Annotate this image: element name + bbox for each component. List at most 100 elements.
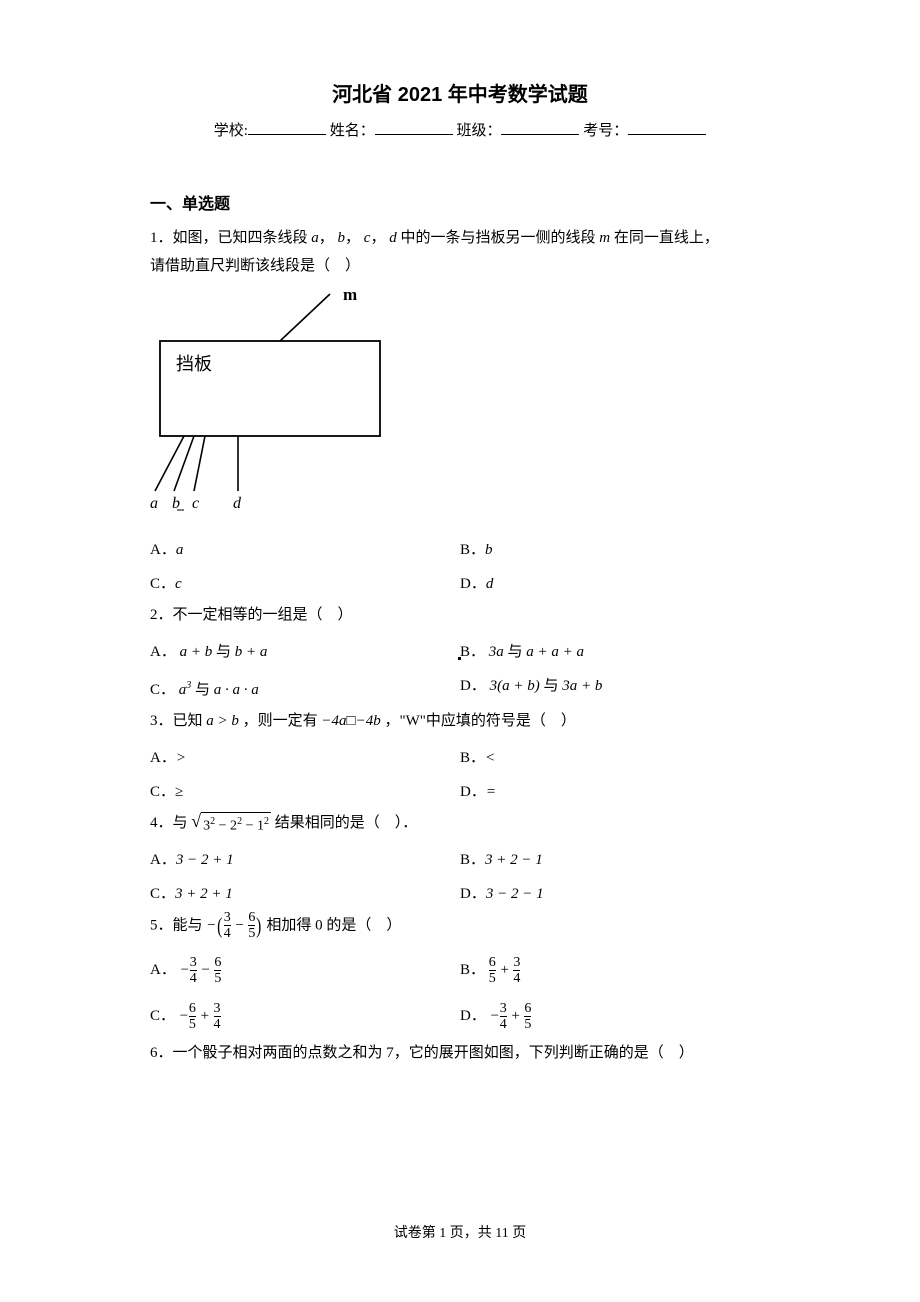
q5b-op: + xyxy=(500,962,510,978)
q1-opt-b: B．b xyxy=(460,533,770,567)
q2c-mid: 与 xyxy=(195,682,210,698)
q5-minus: − xyxy=(234,917,244,933)
id-blank xyxy=(628,121,706,135)
sep: ， xyxy=(345,230,360,246)
decorative-mark xyxy=(458,657,461,660)
q2d-lhs: 3(a + b) xyxy=(490,678,540,694)
q5-opt-d: D． −34 + 65 xyxy=(460,993,770,1039)
fig-label-c: c xyxy=(192,495,199,512)
q3a: > xyxy=(176,750,186,766)
q1-seg-d: d xyxy=(389,230,397,246)
fig-label-m: m xyxy=(343,286,357,304)
q4-radicand: 32 − 22 − 12 xyxy=(201,812,271,836)
id-label: 考号： xyxy=(583,123,628,139)
q5-stem: 5．能与 −(34 − 65) 相加得 0 的是（ ） xyxy=(150,911,770,941)
q1-opt-d-val: d xyxy=(486,576,494,592)
q1-opt-c-val: c xyxy=(175,576,182,592)
q5a-op: − xyxy=(200,962,210,978)
sep: ， xyxy=(319,230,334,246)
q1-seg-m: m xyxy=(599,230,610,246)
q2-opt-d: D． 3(a + b) 与 3a + b xyxy=(460,669,770,707)
q5-f2: 65 xyxy=(248,911,255,941)
q3-cond: a > b xyxy=(206,713,239,729)
q2-opt-c: C． a3 与 a · a · a xyxy=(150,669,460,707)
q3-options: A．> B．< C．≥ D．= xyxy=(150,741,770,809)
q5c-pre: − xyxy=(179,1008,189,1024)
q3d: = xyxy=(486,784,496,800)
q2a-lhs: a + b xyxy=(180,644,213,660)
q1-opt-a-val: a xyxy=(176,542,184,558)
q4-stem: 4．与 √ 32 − 22 − 12 结果相同的是（ ）． xyxy=(150,809,770,837)
q4a: 3 − 2 + 1 xyxy=(176,852,234,868)
q2a-mid: 与 xyxy=(216,644,231,660)
q1-options: A．a B．b C．c D．d xyxy=(150,533,770,601)
school-label: 学校: xyxy=(214,123,248,139)
q5-pre: 5．能与 xyxy=(150,917,203,933)
fig-label-a: a xyxy=(150,495,158,512)
q1-stem: 1．如图，已知四条线段 a， b， c， d 中的一条与挡板另一侧的线段 m 在… xyxy=(150,224,770,280)
footer-pre: 试卷第 xyxy=(394,1226,436,1241)
footer-total: 11 xyxy=(495,1226,508,1241)
q2b-mid: 与 xyxy=(508,644,523,660)
q4-pre: 4．与 xyxy=(150,815,188,831)
class-label: 班级： xyxy=(456,123,501,139)
q2b-rhs: a + a + a xyxy=(526,644,584,660)
fig-label-b: b xyxy=(172,495,180,512)
q4-opt-d: D．3 − 2 − 1 xyxy=(460,877,770,911)
q2-opt-b: B． 3a 与 a + a + a xyxy=(460,635,770,669)
fig-label-board: 挡板 xyxy=(176,354,212,374)
section-heading: 一、单选题 xyxy=(150,190,770,214)
footer-cur: 1 xyxy=(439,1226,446,1241)
q4-opt-b: B．3 + 2 − 1 xyxy=(460,843,770,877)
q5d-op: + xyxy=(510,1008,520,1024)
q3c: ≥ xyxy=(175,784,183,800)
name-label: 姓名： xyxy=(330,123,375,139)
q4d: 3 − 2 − 1 xyxy=(486,886,544,902)
q3-mid2: ，"W"中应填的符号是（ ） xyxy=(384,713,575,729)
footer-post: 页 xyxy=(512,1226,526,1241)
q4b: 3 + 2 − 1 xyxy=(485,852,543,868)
q2d-mid: 与 xyxy=(543,678,558,694)
q1-seg-a: a xyxy=(311,230,319,246)
q4-options: A．3 − 2 + 1 B．3 + 2 − 1 C．3 + 2 + 1 D．3 … xyxy=(150,843,770,911)
q2-stem: 2．不一定相等的一组是（ ） xyxy=(150,601,770,629)
q2c-lhs: a3 xyxy=(179,682,192,698)
q2-opt-a: A． a + b 与 b + a xyxy=(150,635,460,669)
q1-stem-pre: 1．如图，已知四条线段 xyxy=(150,230,308,246)
q5-post: 相加得 0 的是（ ） xyxy=(266,917,401,933)
q2-options: A． a + b 与 b + a B． 3a 与 a + a + a C． a3… xyxy=(150,635,770,707)
q1-mid1: 中的一条与挡板另一侧的线段 xyxy=(400,230,595,246)
q4-opt-a: A．3 − 2 + 1 xyxy=(150,843,460,877)
q3-expr: −4a□−4b xyxy=(321,713,380,729)
school-blank xyxy=(248,121,326,135)
q1-opt-d: D．d xyxy=(460,567,770,601)
q1-figure: m 挡板 a b c d xyxy=(150,286,770,521)
page-footer: 试卷第 1 页，共 11 页 xyxy=(0,1222,920,1242)
q1-stem-l2: 请借助直尺判断该线段是（ ） xyxy=(150,258,360,274)
q4-opt-c: C．3 + 2 + 1 xyxy=(150,877,460,911)
fig-label-d: d xyxy=(233,495,242,512)
q5-opt-b: B． 65 + 34 xyxy=(460,947,770,993)
q5-opt-c: C． −65 + 34 xyxy=(150,993,460,1039)
q3b: < xyxy=(485,750,495,766)
info-line: 学校: 姓名： 班级： 考号： xyxy=(150,119,770,140)
page-title: 河北省 2021 年中考数学试题 xyxy=(150,78,770,107)
q4c: 3 + 2 + 1 xyxy=(175,886,233,902)
footer-mid: 页，共 xyxy=(450,1226,492,1241)
q1-opt-c: C．c xyxy=(150,567,460,601)
q5-options: A． −34 − 65 B． 65 + 34 C． −65 + 34 D． −3… xyxy=(150,947,770,1039)
q5c-op: + xyxy=(200,1008,210,1024)
q2d-rhs: 3a + b xyxy=(562,678,602,694)
q3-opt-d: D．= xyxy=(460,775,770,809)
q1-svg: m 挡板 a b c d xyxy=(150,286,390,516)
q3-opt-c: C．≥ xyxy=(150,775,460,809)
sep: ， xyxy=(370,230,385,246)
q1-seg-b: b xyxy=(338,230,346,246)
q1-mid2: 在同一直线上， xyxy=(614,230,719,246)
q3-opt-b: B．< xyxy=(460,741,770,775)
q2c-rhs: a · a · a xyxy=(214,682,259,698)
q5-opt-a: A． −34 − 65 xyxy=(150,947,460,993)
q2a-rhs: b + a xyxy=(235,644,268,660)
q3-mid1: ，则一定有 xyxy=(243,713,318,729)
class-blank xyxy=(501,121,579,135)
